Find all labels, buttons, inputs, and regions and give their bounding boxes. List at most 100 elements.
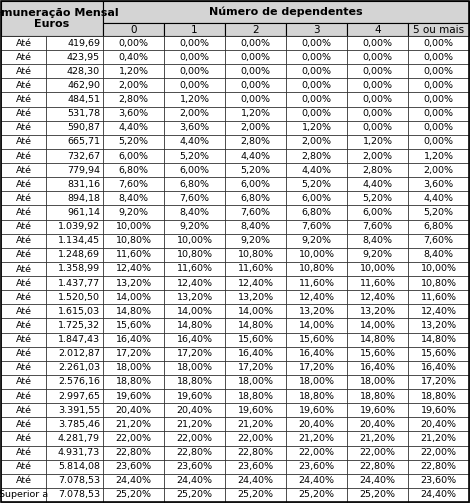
Bar: [408, 262, 469, 276]
Text: 25,20%: 25,20%: [177, 490, 212, 499]
Text: Até: Até: [16, 109, 31, 118]
Text: Até: Até: [16, 420, 31, 429]
Bar: [225, 177, 286, 191]
Bar: [164, 36, 225, 50]
Bar: [164, 432, 225, 446]
Bar: [103, 389, 164, 403]
Text: 20,40%: 20,40%: [298, 420, 335, 429]
Text: Até: Até: [16, 151, 31, 160]
Bar: [408, 78, 469, 93]
Text: Até: Até: [16, 321, 31, 330]
Text: 12,40%: 12,40%: [237, 279, 274, 288]
Text: 2.012,87: 2.012,87: [58, 349, 100, 358]
Bar: [286, 332, 347, 347]
Bar: [347, 234, 408, 248]
Text: 20,40%: 20,40%: [421, 420, 456, 429]
Text: 5,20%: 5,20%: [241, 165, 271, 175]
Bar: [164, 290, 225, 304]
Bar: [347, 460, 408, 474]
Text: 2: 2: [252, 25, 259, 35]
Text: Até: Até: [16, 194, 31, 203]
Bar: [225, 163, 286, 177]
Bar: [164, 107, 225, 121]
Bar: [408, 248, 469, 262]
Text: 2,80%: 2,80%: [301, 151, 331, 160]
Text: 19,60%: 19,60%: [298, 406, 335, 414]
Text: 12,40%: 12,40%: [177, 279, 212, 288]
Text: 0,00%: 0,00%: [362, 95, 392, 104]
Bar: [347, 347, 408, 361]
Text: 732,67: 732,67: [67, 151, 100, 160]
Text: 1.437,77: 1.437,77: [58, 279, 100, 288]
Bar: [225, 488, 286, 502]
Bar: [164, 135, 225, 149]
Text: 0,00%: 0,00%: [423, 95, 454, 104]
Text: 24,40%: 24,40%: [298, 476, 335, 485]
Bar: [225, 64, 286, 78]
Text: 25,20%: 25,20%: [360, 490, 395, 499]
Bar: [164, 262, 225, 276]
Bar: [46, 290, 103, 304]
Text: 2,80%: 2,80%: [118, 95, 149, 104]
Text: 10,00%: 10,00%: [298, 250, 335, 260]
Text: 25,20%: 25,20%: [237, 490, 274, 499]
Bar: [1, 135, 46, 149]
Text: 18,00%: 18,00%: [237, 377, 274, 386]
Text: 11,60%: 11,60%: [360, 279, 395, 288]
Text: 16,40%: 16,40%: [421, 363, 456, 372]
Text: 7,60%: 7,60%: [241, 208, 271, 217]
Bar: [46, 375, 103, 389]
Bar: [103, 163, 164, 177]
Bar: [286, 78, 347, 93]
Text: 12,40%: 12,40%: [360, 293, 395, 302]
Text: 12,40%: 12,40%: [298, 293, 335, 302]
Bar: [286, 262, 347, 276]
Text: Remuneração Mensal
Euros: Remuneração Mensal Euros: [0, 8, 119, 29]
Text: 13,20%: 13,20%: [116, 279, 151, 288]
Text: Até: Até: [16, 180, 31, 189]
Text: 5,20%: 5,20%: [423, 208, 454, 217]
Bar: [164, 177, 225, 191]
Bar: [46, 460, 103, 474]
Text: 22,00%: 22,00%: [360, 448, 395, 457]
Bar: [1, 361, 46, 375]
Text: 0,00%: 0,00%: [301, 67, 331, 76]
Bar: [408, 121, 469, 135]
Bar: [225, 318, 286, 332]
Bar: [1, 234, 46, 248]
Bar: [347, 50, 408, 64]
Bar: [286, 304, 347, 318]
Bar: [164, 347, 225, 361]
Bar: [286, 318, 347, 332]
Bar: [225, 446, 286, 460]
Bar: [164, 403, 225, 417]
Text: 22,80%: 22,80%: [177, 448, 212, 457]
Text: 22,00%: 22,00%: [421, 448, 456, 457]
Text: 6,80%: 6,80%: [118, 165, 149, 175]
Bar: [286, 177, 347, 191]
Bar: [1, 290, 46, 304]
Text: Até: Até: [16, 208, 31, 217]
Text: 1,20%: 1,20%: [241, 109, 271, 118]
Bar: [103, 262, 164, 276]
Text: 10,80%: 10,80%: [116, 236, 151, 245]
Text: 21,20%: 21,20%: [237, 420, 274, 429]
Text: 17,20%: 17,20%: [237, 363, 274, 372]
Bar: [347, 304, 408, 318]
Text: 1: 1: [191, 25, 198, 35]
Text: 590,87: 590,87: [67, 123, 100, 132]
Bar: [1, 191, 46, 205]
Text: Até: Até: [16, 250, 31, 260]
Bar: [225, 276, 286, 290]
Bar: [408, 64, 469, 78]
Text: Até: Até: [16, 95, 31, 104]
Text: 462,90: 462,90: [67, 81, 100, 90]
Text: 7,60%: 7,60%: [118, 180, 149, 189]
Bar: [164, 205, 225, 220]
Bar: [164, 248, 225, 262]
Text: 4,40%: 4,40%: [241, 151, 271, 160]
Text: 894,18: 894,18: [67, 194, 100, 203]
Text: Até: Até: [16, 222, 31, 231]
Text: 23,60%: 23,60%: [421, 476, 456, 485]
Bar: [1, 488, 46, 502]
